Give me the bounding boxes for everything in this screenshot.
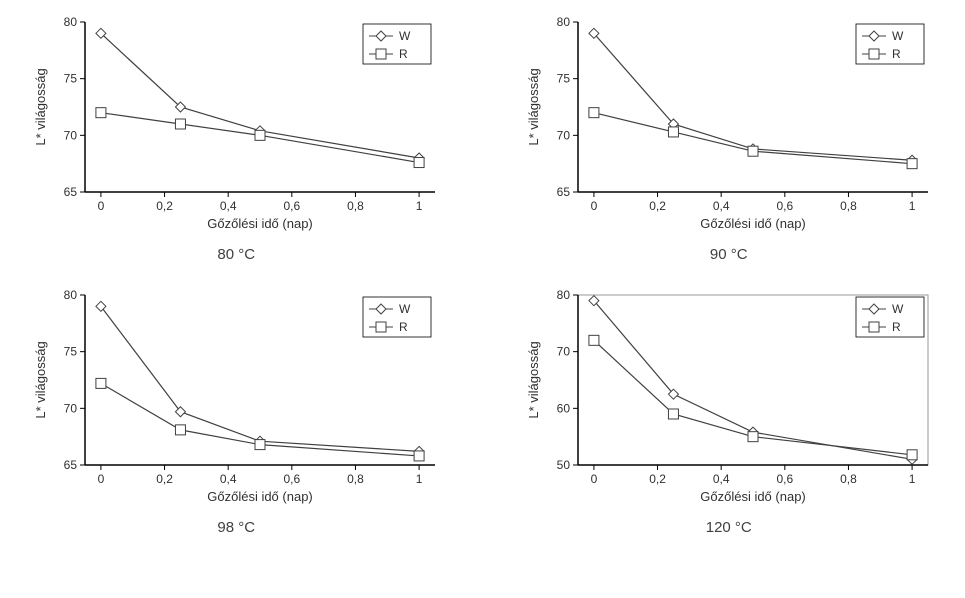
svg-text:L* világosság: L* világosság	[526, 341, 541, 418]
svg-text:0,6: 0,6	[284, 472, 301, 486]
svg-text:L* világosság: L* világosság	[33, 341, 48, 418]
chart-panel-1: 65 70 75 80 0 0,2 0,4 0,6 0,8 1 Gőzőlési idő (nap)…	[503, 10, 956, 263]
svg-text:W: W	[399, 29, 411, 43]
svg-text:W: W	[399, 302, 411, 316]
svg-text:80: 80	[556, 15, 570, 29]
svg-text:0,8: 0,8	[840, 199, 857, 213]
svg-text:Gőzőlési idő (nap): Gőzőlési idő (nap)	[700, 216, 806, 231]
panel-caption: 98 °C	[217, 519, 255, 536]
panel-caption: 120 °C	[706, 519, 752, 536]
svg-text:80: 80	[556, 288, 570, 302]
svg-text:W: W	[892, 302, 904, 316]
svg-text:75: 75	[64, 345, 78, 359]
chart-panel-2: 65 70 75 80 0 0,2 0,4 0,6 0,8 1 Gőzőlési idő (nap)…	[10, 283, 463, 536]
svg-text:0,4: 0,4	[220, 199, 237, 213]
svg-text:R: R	[892, 320, 901, 334]
svg-text:0,4: 0,4	[220, 472, 237, 486]
svg-text:0: 0	[590, 199, 597, 213]
svg-text:R: R	[399, 320, 408, 334]
svg-text:R: R	[892, 47, 901, 61]
svg-text:70: 70	[556, 345, 570, 359]
svg-text:0,8: 0,8	[840, 472, 857, 486]
svg-text:0,2: 0,2	[649, 199, 666, 213]
svg-text:1: 1	[908, 199, 915, 213]
svg-text:1: 1	[416, 472, 423, 486]
svg-text:70: 70	[64, 128, 78, 142]
svg-text:50: 50	[556, 458, 570, 472]
svg-text:0,2: 0,2	[156, 199, 173, 213]
svg-text:0,4: 0,4	[713, 199, 730, 213]
panel-caption: 80 °C	[217, 246, 255, 263]
svg-text:0: 0	[98, 472, 105, 486]
svg-text:0: 0	[98, 199, 105, 213]
svg-text:0: 0	[590, 472, 597, 486]
svg-text:Gőzőlési idő (nap): Gőzőlési idő (nap)	[208, 489, 314, 504]
svg-text:1: 1	[416, 199, 423, 213]
svg-text:70: 70	[64, 401, 78, 415]
svg-text:80: 80	[64, 15, 78, 29]
svg-text:70: 70	[556, 128, 570, 142]
svg-text:0,8: 0,8	[347, 199, 364, 213]
svg-text:65: 65	[64, 185, 78, 199]
svg-text:65: 65	[64, 458, 78, 472]
svg-text:R: R	[399, 47, 408, 61]
svg-text:0,8: 0,8	[347, 472, 364, 486]
svg-text:Gőzőlési idő (nap): Gőzőlési idő (nap)	[700, 489, 806, 504]
svg-text:0,6: 0,6	[776, 199, 793, 213]
svg-text:L* világosság: L* világosság	[526, 68, 541, 145]
svg-text:0,4: 0,4	[713, 472, 730, 486]
svg-text:0,6: 0,6	[776, 472, 793, 486]
svg-text:1: 1	[908, 472, 915, 486]
panel-caption: 90 °C	[710, 246, 748, 263]
svg-text:0,2: 0,2	[156, 472, 173, 486]
svg-text:0,2: 0,2	[649, 472, 666, 486]
chart-panel-3: 50 60 70 80 0 0,2 0,4 0,6 0,8 1 Gőzőlési idő (nap)…	[503, 283, 956, 536]
svg-text:W: W	[892, 29, 904, 43]
svg-text:75: 75	[556, 72, 570, 86]
svg-text:60: 60	[556, 401, 570, 415]
svg-text:L* világosság: L* világosság	[33, 68, 48, 145]
svg-text:65: 65	[556, 185, 570, 199]
svg-text:0,6: 0,6	[284, 199, 301, 213]
svg-text:Gőzőlési idő (nap): Gőzőlési idő (nap)	[208, 216, 314, 231]
svg-text:80: 80	[64, 288, 78, 302]
svg-text:75: 75	[64, 72, 78, 86]
chart-panel-0: 65 70 75 80 0 0,2 0,4 0,6 0,8 1 Gőzőlési idő (nap)…	[10, 10, 463, 263]
